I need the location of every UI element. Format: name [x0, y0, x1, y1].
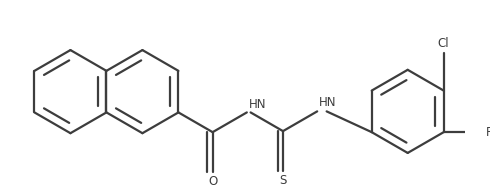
Text: HN: HN [249, 98, 266, 111]
Text: Cl: Cl [438, 37, 449, 50]
Text: HN: HN [319, 97, 337, 109]
Text: F: F [486, 126, 490, 139]
Text: S: S [279, 174, 287, 187]
Text: O: O [208, 175, 217, 188]
